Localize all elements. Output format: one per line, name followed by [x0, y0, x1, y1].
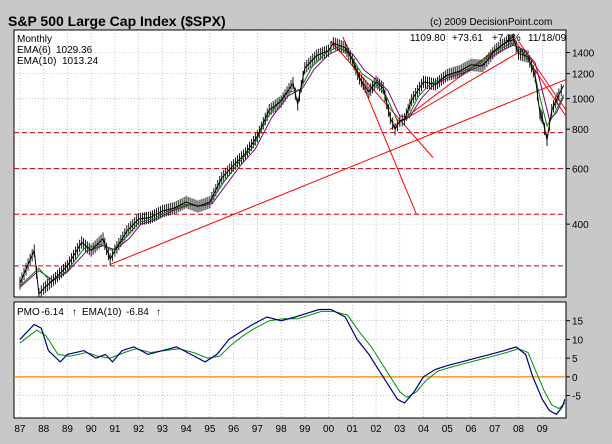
legend-pmo-value: -6.14 [41, 307, 64, 318]
x-tick-01: 01 [347, 424, 359, 435]
x-tick-89: 89 [62, 424, 74, 435]
x-tick-99: 99 [299, 424, 311, 435]
legend-pmo-signal-label: EMA(10) [82, 307, 121, 318]
x-tick-92: 92 [133, 424, 145, 435]
x-tick-00: 00 [323, 424, 335, 435]
legend-pmo-label: PMO [17, 307, 40, 318]
pmo-panel [13, 301, 567, 419]
x-tick-03: 03 [394, 424, 406, 435]
ytick-800: 800 [572, 125, 589, 136]
x-tick-95: 95 [204, 424, 216, 435]
legend-ema10: EMA(10) 1013.24 [17, 56, 99, 67]
legend-pmo: PMO -6.14 ↑ [17, 307, 77, 318]
x-tick-91: 91 [109, 424, 121, 435]
quote-pct: +7.1% [492, 33, 521, 44]
pmo-y-ticks: -5 0 5 10 15 [566, 317, 584, 403]
ytick-1400: 1400 [572, 49, 595, 60]
x-tick-90: 90 [86, 424, 98, 435]
pmo-ytick-5: 5 [572, 354, 578, 365]
legend-pmo-arrow: ↑ [72, 307, 77, 318]
pmo-ytick-0: 0 [572, 373, 578, 384]
quote-date: 11/18/09 [528, 33, 567, 44]
copyright: (c) 2009 DecisionPoint.com [430, 17, 552, 28]
legend-pmo-signal: EMA(10) -6.84 ↑ [82, 307, 161, 318]
ytick-400: 400 [572, 220, 589, 231]
legend-ema6: EMA(6) 1029.36 [17, 45, 93, 56]
pmo-signal-line [19, 310, 566, 410]
ytick-600: 600 [572, 165, 589, 176]
pmo-ytick-15: 15 [572, 317, 584, 328]
x-tick-98: 98 [276, 424, 288, 435]
x-tick-labels: 87 88 89 90 91 92 93 94 95 96 97 98 99 00 01 02 03 04 05 06… [14, 424, 548, 435]
pmo-series [14, 308, 566, 416]
ytick-1000: 1000 [572, 95, 595, 106]
trendline-2 [330, 40, 434, 158]
pmo-line [19, 308, 566, 416]
x-tick-94: 94 [181, 424, 193, 435]
legend-pmo-signal-arrow: ↑ [156, 307, 161, 318]
x-tick-87: 87 [14, 424, 26, 435]
chart-title: S&P 500 Large Cap Index ($SPX) [8, 13, 226, 29]
trendline-0 [109, 78, 566, 265]
x-tick-08: 08 [513, 424, 525, 435]
legend-ema10-label: EMA(10) [17, 56, 56, 67]
price-panel [13, 29, 567, 298]
quote-last: 1109.80 [410, 33, 446, 44]
legend-pmo-signal-value: -6.84 [126, 307, 149, 318]
x-tick-05: 05 [442, 424, 454, 435]
price-y-ticks: 400 600 800 1000 1200 1400 [566, 49, 595, 231]
quote-change: +73.61 [452, 33, 483, 44]
x-tick-02: 02 [371, 424, 383, 435]
pmo-ytick-10: 10 [572, 335, 584, 346]
price-series [19, 33, 565, 297]
x-tick-88: 88 [38, 424, 50, 435]
support-levels [14, 132, 566, 267]
legend-ema10-value: 1013.24 [62, 56, 99, 67]
legend-ema6-value: 1029.36 [56, 45, 93, 56]
quote-readout: 1109.80 +73.61 +7.1% 11/18/09 [410, 33, 567, 44]
ema10-line [19, 44, 565, 288]
x-tick-96: 96 [228, 424, 240, 435]
x-tick-04: 04 [418, 424, 430, 435]
price-line [19, 38, 565, 296]
x-tick-93: 93 [157, 424, 169, 435]
x-tick-06: 06 [465, 424, 477, 435]
ema6-line [19, 42, 565, 287]
x-tick-97: 97 [252, 424, 264, 435]
x-tick-07: 07 [489, 424, 501, 435]
x-tick-09: 09 [537, 424, 549, 435]
period-label: Monthly [17, 34, 52, 45]
pmo-ytick--5: -5 [572, 392, 581, 403]
legend-ema6-label: EMA(6) [17, 45, 51, 56]
ytick-1200: 1200 [572, 70, 595, 81]
trendline-4 [401, 49, 524, 122]
